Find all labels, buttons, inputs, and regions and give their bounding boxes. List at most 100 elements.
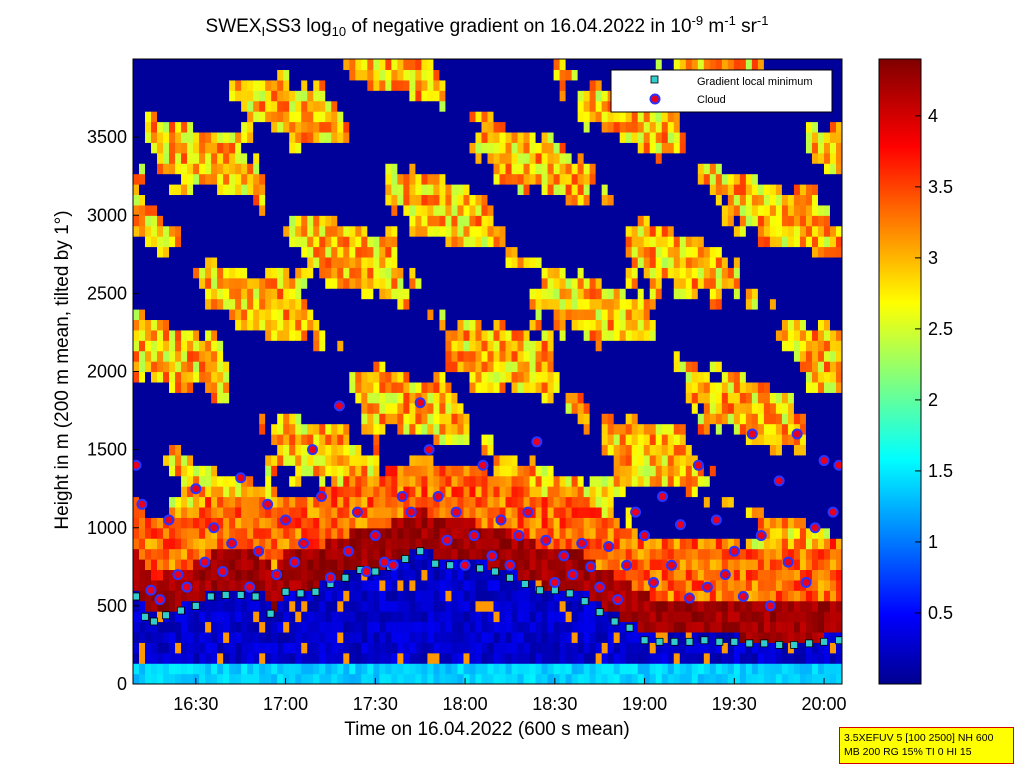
heatmap-cell <box>499 371 507 383</box>
heatmap-cell <box>571 59 579 71</box>
heatmap-cell <box>247 569 254 581</box>
heatmap-cell <box>277 652 284 664</box>
heatmap-cell <box>565 319 573 331</box>
heatmap-cell <box>379 340 386 352</box>
heatmap-cell <box>271 152 278 164</box>
heatmap-cell <box>511 392 519 404</box>
heatmap-cell <box>211 642 218 654</box>
heatmap-cell <box>181 611 188 623</box>
heatmap-cell <box>553 423 561 435</box>
heatmap-cell <box>361 371 368 383</box>
heatmap-cell <box>409 413 416 425</box>
heatmap-cell <box>175 184 182 196</box>
heatmap-cell <box>145 90 152 102</box>
heatmap-cell <box>373 173 380 185</box>
heatmap-cell <box>313 246 320 258</box>
heatmap-cell <box>511 100 519 112</box>
heatmap-cell <box>403 329 410 341</box>
heatmap-cell <box>337 163 344 175</box>
heatmap-cell <box>463 90 471 102</box>
heatmap-cell <box>307 611 314 623</box>
heatmap-cell <box>247 496 254 508</box>
heatmap-cell <box>607 517 615 529</box>
heatmap-cell <box>403 371 410 383</box>
heatmap-cell <box>337 194 344 206</box>
heatmap-cell <box>331 590 338 602</box>
heatmap-cell <box>505 600 513 612</box>
heatmap-cell <box>271 142 278 154</box>
heatmap-cell <box>133 236 140 248</box>
heatmap-cell <box>271 90 278 102</box>
heatmap-cell <box>493 486 501 498</box>
heatmap-cell <box>355 642 362 654</box>
heatmap-cell <box>589 361 597 373</box>
heatmap-cell <box>331 621 338 633</box>
heatmap-cell <box>145 381 152 393</box>
heatmap-cell <box>211 402 218 414</box>
heatmap-cell <box>589 590 597 602</box>
heatmap-cell <box>445 194 453 206</box>
heatmap-cell <box>583 527 591 539</box>
heatmap-cell <box>373 434 380 446</box>
heatmap-cell <box>139 600 146 612</box>
heatmap-cell <box>397 381 404 393</box>
heatmap-cell <box>163 465 170 477</box>
heatmap-cell <box>241 600 248 612</box>
heatmap-cell <box>589 131 597 143</box>
heatmap-cell <box>589 288 597 300</box>
heatmap-cell <box>235 236 242 248</box>
heatmap-cell <box>475 163 483 175</box>
heatmap-cell <box>265 538 272 550</box>
heatmap-cell <box>631 527 639 539</box>
heatmap-cell <box>505 538 513 550</box>
heatmap-cell <box>379 381 386 393</box>
heatmap-cell <box>265 111 272 123</box>
heatmap-cell <box>415 319 423 331</box>
heatmap-cell <box>439 413 447 425</box>
heatmap-cell <box>277 371 284 383</box>
heatmap-cell <box>379 236 386 248</box>
heatmap-cell <box>421 142 429 154</box>
heatmap-cell <box>169 434 176 446</box>
heatmap-cell <box>607 163 615 175</box>
heatmap-cell <box>565 184 573 196</box>
heatmap-cell <box>607 59 615 71</box>
heatmap-cell <box>559 111 567 123</box>
heatmap-cell <box>499 329 507 341</box>
heatmap-cell <box>385 579 392 591</box>
heatmap-cell <box>493 184 501 196</box>
heatmap-cell <box>433 642 441 654</box>
heatmap-cell <box>463 121 471 133</box>
heatmap-cell <box>223 215 230 227</box>
heatmap-cell <box>427 90 435 102</box>
heatmap-cell <box>595 267 603 279</box>
heatmap-cell <box>415 225 423 237</box>
heatmap-cell <box>553 256 561 268</box>
heatmap-cell <box>421 90 429 102</box>
heatmap-cell <box>445 152 453 164</box>
heatmap-cell <box>445 631 453 643</box>
heatmap-cell <box>409 204 416 216</box>
heatmap-cell <box>205 204 212 216</box>
heatmap-cell <box>433 194 441 206</box>
heatmap-cell <box>601 59 609 71</box>
heatmap-cell <box>511 215 519 227</box>
heatmap-cell <box>139 527 146 539</box>
heatmap-cell <box>271 663 278 675</box>
heatmap-cell <box>157 340 164 352</box>
heatmap-cell <box>271 246 278 258</box>
heatmap-cell <box>445 340 453 352</box>
heatmap-cell <box>463 350 471 362</box>
heatmap-cell <box>265 392 272 404</box>
heatmap-cell <box>517 590 525 602</box>
heatmap-cell <box>193 194 200 206</box>
heatmap-cell <box>271 454 278 466</box>
heatmap-cell <box>325 506 332 518</box>
heatmap-cell <box>163 267 170 279</box>
heatmap-cell <box>391 423 398 435</box>
heatmap-cell <box>361 121 368 133</box>
heatmap-cell <box>601 340 609 352</box>
heatmap-cell <box>529 225 537 237</box>
heatmap-cell <box>475 631 483 643</box>
heatmap-cell <box>199 475 206 487</box>
